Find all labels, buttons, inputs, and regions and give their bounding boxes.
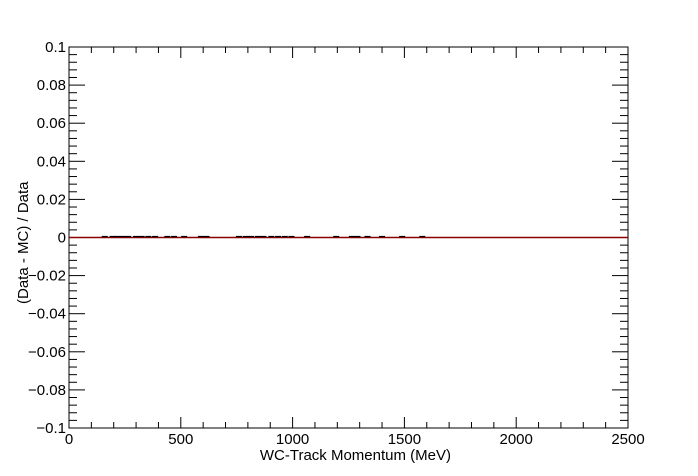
y-tick-label: 0.08: [37, 77, 66, 94]
y-tick-label: 0.02: [37, 191, 66, 208]
y-tick-label: 0: [58, 230, 66, 247]
y-tick-label: −0.04: [28, 306, 66, 323]
y-tick-label: −0.1: [36, 420, 66, 437]
y-tick-label: −0.06: [28, 344, 66, 361]
x-tick-label: 2500: [611, 431, 644, 448]
y-tick-label: 0.1: [45, 39, 66, 56]
y-axis-title: (Data - MC) / Data: [15, 181, 32, 304]
y-tick-label: −0.08: [28, 382, 66, 399]
y-tick-label: 0.04: [37, 153, 66, 170]
x-tick-label: 500: [168, 431, 193, 448]
y-tick-label: 0.06: [37, 115, 66, 132]
x-tick-label: 2000: [500, 431, 533, 448]
x-tick-label: 1000: [276, 431, 309, 448]
x-tick-label: 1500: [388, 431, 421, 448]
y-tick-label: −0.02: [28, 268, 66, 285]
x-axis-title: WC-Track Momentum (MeV): [260, 447, 451, 464]
x-tick-label: 0: [65, 431, 73, 448]
